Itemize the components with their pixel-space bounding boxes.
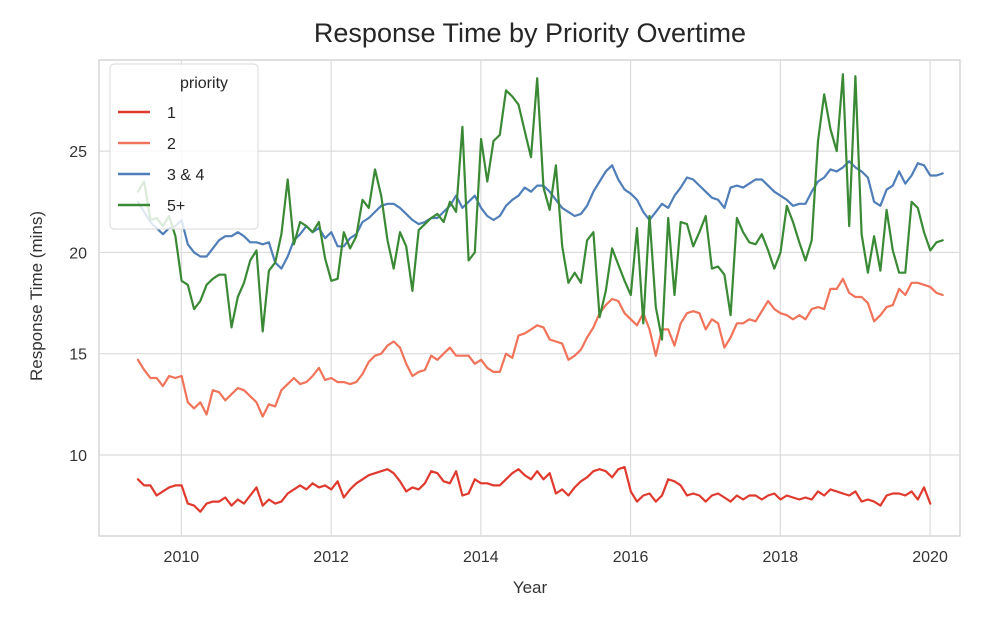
- x-tick-label: 2020: [912, 549, 948, 566]
- series-line-1: [136, 466, 932, 513]
- legend-label: 1: [167, 105, 176, 122]
- x-tick-label: 2018: [763, 549, 799, 566]
- legend-title: priority: [180, 75, 228, 92]
- y-tick-label: 20: [69, 245, 87, 262]
- x-tick-label: 2016: [613, 549, 649, 566]
- series-line-3-4: [136, 160, 944, 270]
- series-line-2: [136, 277, 944, 418]
- series-line-5: [136, 73, 944, 341]
- x-tick-label: 2014: [463, 549, 499, 566]
- x-tick-label: 2012: [313, 549, 349, 566]
- y-tick-label: 15: [69, 347, 87, 364]
- legend-box: [109, 63, 259, 230]
- y-tick-label: 10: [69, 448, 87, 465]
- tick-labels: 2010 2012 2014 2016 2018 2020 10 15 20 25: [69, 144, 948, 566]
- legend-label: 5+: [167, 198, 185, 215]
- y-tick-label: 25: [69, 144, 87, 161]
- x-tick-label: 2010: [164, 549, 200, 566]
- chart-title: Response Time by Priority Overtime: [314, 18, 746, 48]
- legend-label: 3 & 4: [167, 167, 204, 184]
- legend-label: 2: [167, 136, 176, 153]
- x-axis-label: Year: [513, 578, 548, 597]
- y-axis-label: Response Time (mins): [27, 211, 46, 381]
- legend-items: 1 2 3 & 4 5+: [118, 105, 204, 215]
- legend: priority 1 2 3 & 4 5+: [109, 63, 259, 230]
- series-lines: [136, 73, 944, 513]
